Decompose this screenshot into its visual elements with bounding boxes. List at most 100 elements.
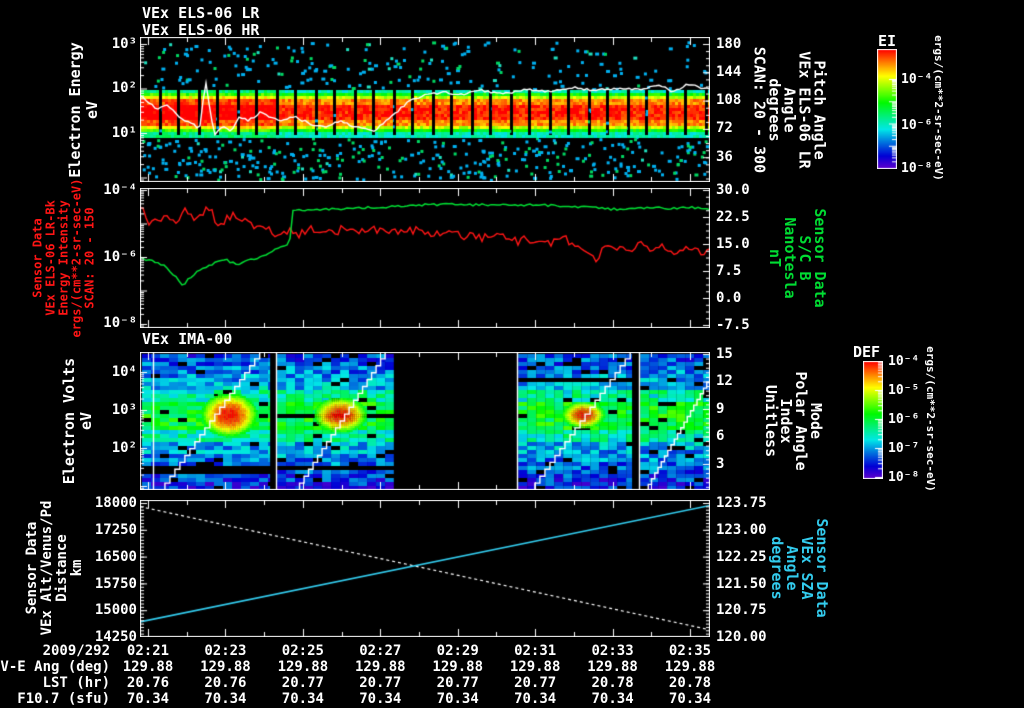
table-cell: 70.34	[591, 691, 634, 707]
time-tick-label: 02:25	[281, 643, 324, 659]
sensor-lines-canvas	[140, 188, 710, 328]
time-tick-label: 02:31	[514, 643, 557, 659]
y-tick-label-p2_left: 10⁻⁶	[103, 249, 137, 265]
ima-y-axis-label: Electron Volts eV	[60, 357, 95, 485]
y-tick-label-p3_right: 9	[716, 401, 725, 417]
y-tick-label-p2_right: 7.5	[716, 263, 742, 279]
y-tick-label-p3_right: 12	[716, 373, 733, 389]
y-tick-label-p4_right: 120.75	[716, 602, 767, 618]
y-tick-label-p2_right: 15.0	[716, 236, 750, 252]
table-cell: 129.88	[354, 659, 406, 675]
y-tick-label-p3_left: 10³	[111, 402, 137, 418]
table-cell: 70.34	[514, 691, 557, 707]
y-tick-label-p1_right: 144	[716, 64, 742, 80]
y-tick-label-p1_right: 36	[716, 149, 733, 165]
ima-spectrogram-canvas	[140, 352, 710, 490]
table-cell: 20.76	[204, 675, 247, 691]
colorbar-ei-tick: 10⁻⁸	[901, 161, 933, 176]
y-tick-label-p2_left: 10⁻⁸	[103, 315, 137, 331]
date-label: 2009/292	[42, 643, 110, 659]
table-cell: 20.77	[436, 675, 479, 691]
y-tick-label-p2_right: 0.0	[716, 290, 742, 306]
table-cell: 129.88	[587, 659, 638, 675]
colorbar-def-tick: 10⁻⁵	[888, 383, 920, 398]
table-row-label: LST (hr)	[42, 675, 110, 691]
table-cell: 70.34	[668, 691, 712, 707]
y-tick-label-p2_left: 10⁻⁴	[103, 182, 137, 198]
table-cell: 70.34	[204, 691, 247, 707]
table-cell: 20.78	[668, 675, 712, 691]
ima-title: VEx IMA-00	[142, 330, 233, 348]
y-tick-label-p1_left: 10¹	[111, 125, 137, 141]
ephemeris-lines-canvas	[140, 500, 710, 637]
els-hr-title: VEx ELS-06 HR	[142, 21, 260, 39]
y-tick-label-p3_left: 10²	[111, 440, 137, 456]
colorbar-ei-tick: 10⁻⁴	[901, 72, 933, 87]
y-tick-label-p1_left: 10³	[111, 36, 137, 52]
time-tick-label: 02:21	[126, 643, 170, 659]
y-tick-label-p4_right: 120.00	[716, 629, 767, 645]
y-tick-label-p4_right: 121.50	[716, 576, 767, 592]
table-cell: 129.88	[509, 659, 561, 675]
colorbar-def-tick: 10⁻⁶	[888, 412, 920, 427]
y-tick-label-p4_left: 17250	[94, 522, 137, 538]
y-tick-label-p1_right: 108	[716, 92, 742, 108]
time-tick-label: 02:33	[591, 643, 634, 659]
colorbar-def-tick: 10⁻⁷	[888, 441, 920, 456]
y-tick-label-p4_left: 15000	[94, 602, 137, 618]
time-tick-label: 02:35	[668, 643, 712, 659]
els-y-axis-label: Electron Energy eV	[66, 42, 101, 178]
y-tick-label-p4_left: 16500	[94, 549, 137, 565]
table-cell: 20.77	[514, 675, 557, 691]
table-cell: 20.78	[591, 675, 634, 691]
table-cell: 129.88	[664, 659, 716, 675]
table-cell: 70.34	[436, 691, 479, 707]
time-tick-label: 02:27	[359, 643, 402, 659]
table-cell: 129.88	[432, 659, 483, 675]
y-tick-label-p3_left: 10⁴	[111, 364, 137, 380]
els-lr-title: VEx ELS-06 LR	[142, 4, 260, 22]
y-tick-label-p4_left: 18000	[94, 495, 137, 511]
y-tick-label-p1_right: 180	[716, 36, 742, 52]
sensor-intensity-label: Sensor Data VEx ELS-06 LR-Bk Energy Inte…	[30, 178, 97, 338]
table-row-label: F10.7 (sfu)	[17, 691, 110, 707]
els-spectrogram-canvas	[140, 37, 710, 182]
colorbar-ei-title: EI	[877, 32, 897, 50]
y-tick-label-p4_left: 15750	[94, 576, 137, 592]
y-tick-label-p4_left: 14250	[94, 629, 137, 645]
y-tick-label-p3_right: 3	[716, 456, 725, 472]
table-cell: 20.76	[126, 675, 170, 691]
time-tick-label: 02:23	[204, 643, 247, 659]
table-cell: 129.88	[200, 659, 251, 675]
table-cell: 70.34	[359, 691, 402, 707]
y-tick-label-p1_left: 10²	[111, 80, 137, 96]
colorbar-ei-units: ergs/(cm**2-sr-sec-eV)	[932, 35, 945, 181]
colorbar-def-tick: 10⁻⁸	[888, 470, 920, 485]
colorbar-def-tick: 10⁻⁴	[888, 354, 920, 369]
table-cell: 20.77	[359, 675, 402, 691]
colorbar-def	[863, 361, 883, 479]
y-tick-label-p3_right: 15	[716, 346, 733, 362]
table-cell: 129.88	[122, 659, 174, 675]
y-tick-label-p2_right: 30.0	[716, 182, 750, 198]
sza-label: Sensor Data VEx SZA Angle degrees	[768, 518, 831, 618]
scb-label: Sensor Data S/C B Nanotesla nT	[766, 208, 829, 308]
y-tick-label-p4_right: 123.00	[716, 522, 767, 538]
table-cell: 20.77	[281, 675, 324, 691]
colorbar-ei	[877, 49, 897, 169]
y-tick-label-p2_right: 22.5	[716, 209, 750, 225]
distance-label: Sensor Data VEx Alt/Venus/Pd Distance km	[24, 500, 85, 636]
els-pitch-angle-label: Pitch Angle VEx ELS-06 LR Angle degrees …	[750, 46, 829, 174]
y-tick-label-p1_right: 72	[716, 120, 733, 136]
colorbar-ei-tick: 10⁻⁶	[901, 118, 933, 133]
colorbar-def-title: DEF	[853, 343, 881, 361]
mode-polar-label: Mode Polar Angle Index Unitless	[762, 371, 825, 471]
table-cell: 70.34	[126, 691, 170, 707]
colorbar-def-units: ergs/(cm**2-sr-sec-eV)	[924, 346, 937, 492]
table-cell: 129.88	[277, 659, 329, 675]
y-tick-label-p4_right: 123.75	[716, 495, 767, 511]
y-tick-label-p4_right: 122.25	[716, 549, 767, 565]
table-row-label: V-E Ang (deg)	[0, 659, 110, 675]
table-cell: 70.34	[281, 691, 324, 707]
